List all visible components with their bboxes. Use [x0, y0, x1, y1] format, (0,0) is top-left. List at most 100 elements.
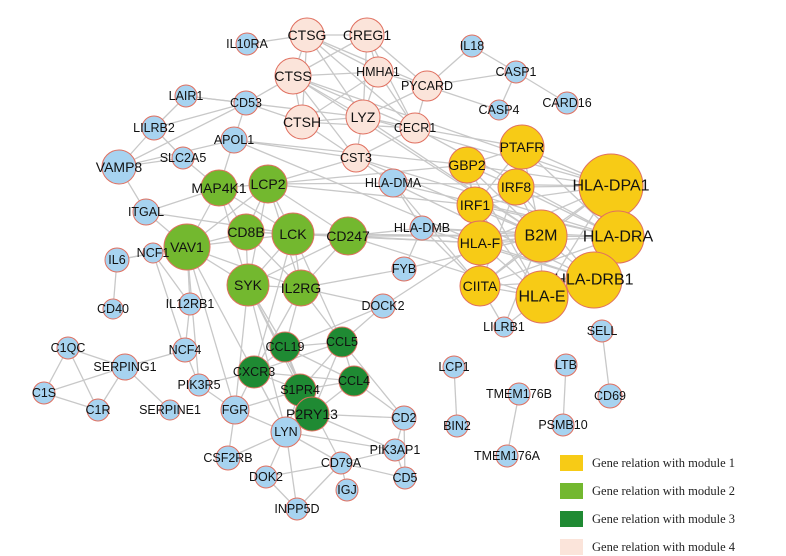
node-label: IRF8: [501, 179, 532, 195]
node-circle: [460, 34, 484, 58]
node-label: NCF1: [137, 246, 170, 260]
edge-lyn-pik3ap1: [285, 431, 396, 451]
node-label: CD53: [230, 96, 262, 110]
node-circle: [499, 124, 545, 170]
edge-dock2-ccl19: [284, 305, 384, 348]
edge-ctss-hla-dpa1: [292, 75, 612, 187]
node-circle: [132, 198, 160, 226]
node-circle: [104, 247, 130, 273]
node-circle: [159, 399, 181, 421]
node-map4k1: MAP4K1: [191, 169, 247, 207]
node-ncf1: NCF1: [137, 242, 170, 264]
node-circle: [141, 115, 167, 141]
node-fgr: FGR: [220, 395, 250, 425]
node-circle: [111, 353, 139, 381]
node-cd5: CD5: [392, 466, 418, 490]
node-label: C1S: [32, 386, 56, 400]
node-label: CIITA: [463, 278, 498, 294]
node-circle: [294, 396, 330, 432]
node-label: HMHA1: [356, 65, 400, 79]
node-circle: [370, 293, 396, 319]
node-circle: [86, 398, 110, 422]
node-label: GBP2: [448, 157, 486, 173]
legend-swatch: [560, 511, 583, 527]
edge-cd53-lilrb2: [153, 102, 247, 129]
node-circle: [284, 104, 320, 140]
node-circle: [399, 112, 431, 144]
node-label: CTSS: [274, 68, 311, 84]
node-circle: [495, 444, 519, 468]
node-serpine1: SERPINE1: [139, 399, 201, 421]
node-label: CD40: [97, 302, 129, 316]
node-label: DOK2: [249, 470, 283, 484]
node-hla-dma: HLA-DMA: [365, 168, 422, 198]
node-c1qc: C1QC: [51, 336, 85, 360]
node-label: CTSG: [288, 27, 327, 43]
node-label: LILRB1: [483, 320, 525, 334]
node-il6: IL6: [104, 247, 130, 273]
node-label: SLC2A5: [160, 151, 207, 165]
node-circle: [391, 256, 417, 282]
edge-ctsg-pycard: [306, 34, 428, 87]
node-cd53: CD53: [230, 90, 262, 116]
node-creg1: CREG1: [343, 17, 391, 53]
node-label: PTAFR: [500, 139, 545, 155]
edge-lcp2-hla-dma: [267, 182, 394, 185]
node-circle: [32, 381, 56, 405]
legend-swatch: [560, 539, 583, 555]
node-label: SYK: [234, 277, 263, 293]
node-psmb10: PSMB10: [538, 413, 588, 437]
node-circle: [220, 126, 248, 154]
node-circle: [411, 70, 443, 102]
node-pik3r5: PIK3R5: [177, 373, 221, 397]
node-label: HLA-DRA: [583, 229, 654, 246]
node-apol1: APOL1: [214, 126, 254, 154]
node-sell: SELL: [587, 319, 618, 343]
node-circle: [171, 146, 195, 170]
node-circle: [378, 168, 408, 198]
node-circle: [326, 326, 358, 358]
node-label: TMEM176B: [486, 387, 552, 401]
node-lilrb2: LILRB2: [133, 115, 175, 141]
node-circle: [391, 405, 417, 431]
node-inpp5d: INPP5D: [274, 497, 320, 521]
node-circle: [514, 209, 568, 263]
node-circle: [329, 451, 353, 475]
node-pycard: PYCARD: [401, 70, 453, 102]
node-label: CASP4: [479, 103, 520, 117]
node-cst3: CST3: [340, 143, 372, 173]
node-circle: [174, 84, 198, 108]
node-cecr1: CECR1: [394, 112, 436, 144]
edge-hla-e-cd247: [347, 235, 543, 298]
node-label: LTB: [555, 358, 577, 372]
node-circle: [269, 331, 301, 363]
node-label: CXCR3: [233, 365, 275, 379]
node-circle: [338, 365, 370, 397]
node-label: ITGAL: [128, 205, 164, 219]
node-circle: [237, 355, 271, 389]
node-circle: [515, 270, 569, 324]
node-label: SERPING1: [93, 360, 156, 374]
node-circle: [172, 337, 198, 363]
node-circle: [163, 223, 211, 271]
edge-lcp2-irf1: [267, 183, 476, 206]
node-hla-dra: HLA-DRA: [583, 210, 654, 264]
node-serping1: SERPING1: [93, 353, 157, 381]
node-circle: [555, 91, 579, 115]
node-circle: [142, 242, 164, 264]
node-label: CTSH: [283, 114, 321, 130]
node-label: NCF4: [169, 343, 202, 357]
node-ccl5: CCL5: [326, 326, 358, 358]
node-label: IL2RG: [281, 280, 321, 296]
node-ciita: CIITA: [459, 265, 501, 307]
edge-vav1-fgr: [186, 246, 236, 411]
node-b2m: B2M: [514, 209, 568, 263]
node-label: LAIR1: [169, 89, 204, 103]
edge-ccl5-cd2: [341, 341, 405, 419]
node-il12rb1: IL12RB1: [166, 292, 214, 316]
node-lyz: LYZ: [345, 99, 381, 135]
node-label: SELL: [587, 324, 618, 338]
node-card16: CARD16: [542, 91, 592, 115]
node-ltb: LTB: [554, 353, 578, 377]
edge-lcp2-gbp2: [267, 164, 468, 185]
